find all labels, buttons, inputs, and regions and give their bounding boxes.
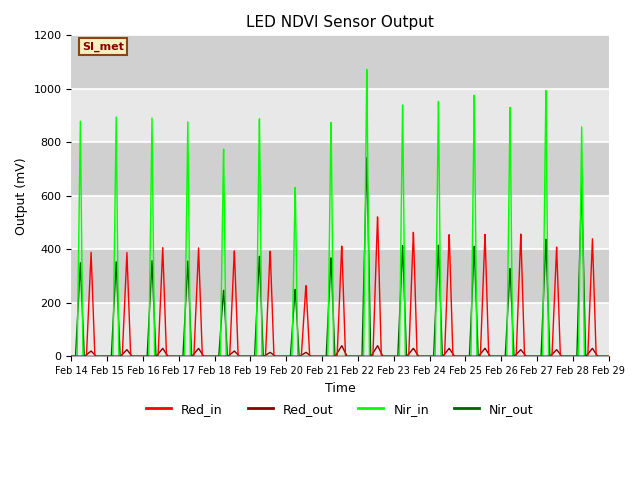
Title: LED NDVI Sensor Output: LED NDVI Sensor Output	[246, 15, 434, 30]
Bar	[72, 36, 609, 89]
Bar	[72, 143, 609, 196]
Bar	[72, 89, 609, 143]
Bar	[72, 249, 609, 303]
Bar	[72, 303, 609, 356]
X-axis label: Time: Time	[324, 382, 355, 395]
Bar	[72, 196, 609, 249]
Text: SI_met: SI_met	[82, 42, 124, 52]
Y-axis label: Output (mV): Output (mV)	[15, 157, 28, 235]
Legend: Red_in, Red_out, Nir_in, Nir_out: Red_in, Red_out, Nir_in, Nir_out	[141, 398, 539, 420]
